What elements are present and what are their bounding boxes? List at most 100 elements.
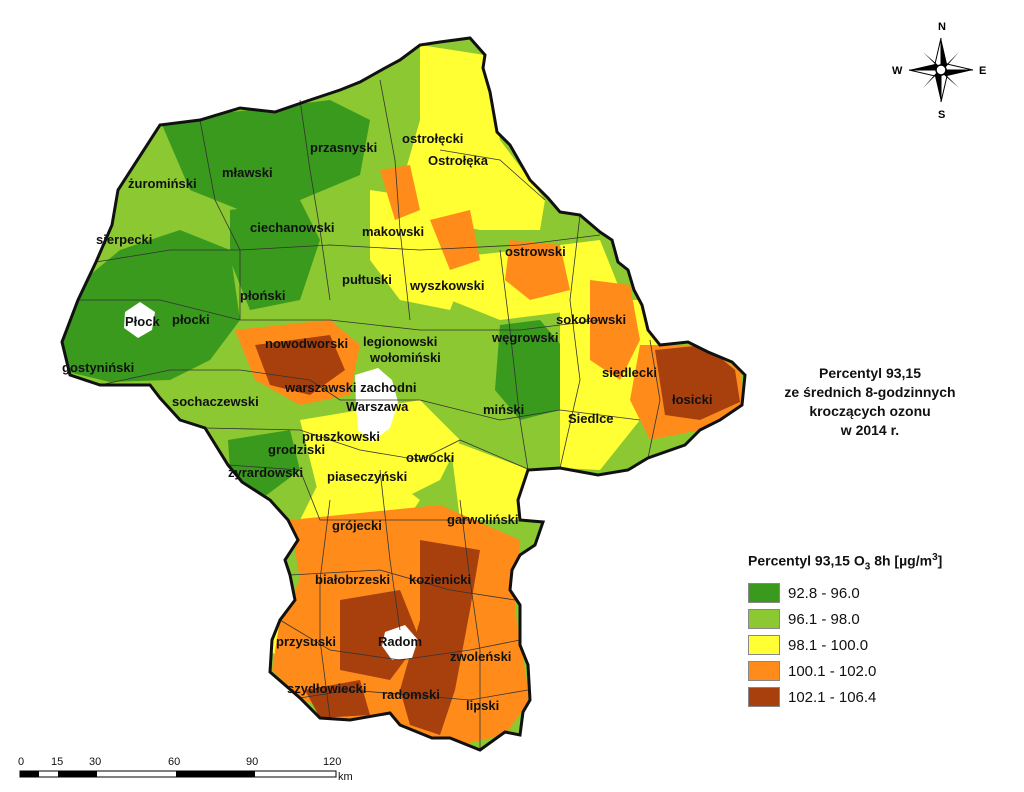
ozone-zone xyxy=(380,165,420,220)
legend-item: 100.1 - 102.0 xyxy=(748,658,1018,684)
legend-item: 102.1 - 106.4 xyxy=(748,684,1018,710)
district-label: sochaczewski xyxy=(172,394,259,409)
district-line xyxy=(95,234,601,263)
legend-title: Percentyl 93,15 O3 8h [µg/m3] xyxy=(748,552,943,573)
scale-tick-120: 120 xyxy=(323,756,341,768)
district-line xyxy=(439,149,546,201)
scale-unit: km xyxy=(338,771,353,783)
district-label: garwoliński xyxy=(447,512,519,527)
district-label: otwocki xyxy=(406,450,454,465)
district-label: gostyniński xyxy=(62,360,134,375)
district-label: białobrzeski xyxy=(315,572,390,587)
district-line xyxy=(499,249,529,471)
compass-rose-icon: N S E W xyxy=(892,21,986,121)
scale-tick-0: 0 xyxy=(18,756,24,768)
district-label: radomski xyxy=(382,687,440,702)
district-boundaries xyxy=(78,79,661,750)
district-line xyxy=(99,369,641,421)
legend-label: 98.1 - 100.0 xyxy=(788,636,869,654)
district-label: przasnyski xyxy=(310,140,377,155)
district-label: lipski xyxy=(466,698,499,713)
ozone-zone xyxy=(160,100,370,210)
legend-item: 98.1 - 100.0 xyxy=(748,632,1018,658)
title-line-3: kroczących ozonu xyxy=(809,403,931,419)
legend-swatch xyxy=(748,609,780,630)
district-label: Płock xyxy=(125,314,160,329)
district-label: Siedlce xyxy=(568,411,614,426)
legend-label: 100.1 - 102.0 xyxy=(788,662,877,680)
district-label: pruszkowski xyxy=(302,429,380,444)
district-label: nowodworski xyxy=(265,336,348,351)
district-label: miński xyxy=(483,402,524,417)
district-line xyxy=(289,569,516,601)
district-label: wołomiński xyxy=(369,350,441,365)
legend: Percentyl 93,15 O3 8h [µg/m3] 92.8 - 96.… xyxy=(748,552,1018,710)
district-label: Warszawa xyxy=(346,399,409,414)
district-label: makowski xyxy=(362,224,424,239)
district-labels: ostrołęcki Ostrołęka przasnyski mławski żuro… xyxy=(62,131,712,713)
legend-label: 92.8 - 96.0 xyxy=(788,584,860,602)
ozone-zone xyxy=(655,345,740,420)
city-area xyxy=(124,302,155,338)
ozone-zone xyxy=(228,430,300,500)
legend-swatch xyxy=(748,635,780,656)
ozone-zone xyxy=(430,210,480,270)
district-label: łosicki xyxy=(672,392,712,407)
district-label: piaseczyński xyxy=(327,469,407,484)
district-line xyxy=(379,469,401,631)
district-label: grodziski xyxy=(268,442,325,457)
ozone-zone xyxy=(62,230,240,382)
district-line xyxy=(299,689,529,701)
district-line xyxy=(319,499,331,719)
legend-label: 102.1 - 106.4 xyxy=(788,688,877,706)
voivodeship-boundary xyxy=(60,36,747,752)
ozone-zone xyxy=(400,45,545,230)
district-label: ciechanowski xyxy=(250,220,335,235)
scale-tick-90: 90 xyxy=(246,756,258,768)
district-label: Ostrołęka xyxy=(428,153,489,168)
district-line xyxy=(559,214,581,469)
district-label: ostrowski xyxy=(505,244,566,259)
compass-e: E xyxy=(979,65,986,77)
district-label: szydłowiecki xyxy=(287,681,366,696)
legend-swatch xyxy=(748,661,780,682)
district-label: sierpecki xyxy=(96,232,152,247)
district-label: sokołowski xyxy=(556,312,626,327)
district-line xyxy=(379,79,411,321)
ozone-zone xyxy=(505,240,570,300)
ozone-zone xyxy=(450,440,530,520)
district-label: wyszkowski xyxy=(409,278,484,293)
district-label: pułtuski xyxy=(342,272,392,287)
scale-bar: 0 15 30 60 90 120 km xyxy=(18,756,353,783)
legend-swatch xyxy=(748,687,780,708)
title-line-4: w 2014 r. xyxy=(840,422,900,438)
ozone-zone xyxy=(400,540,480,735)
district-line xyxy=(199,119,241,320)
district-label: żuromiński xyxy=(128,176,197,191)
district-line xyxy=(204,427,531,471)
legend-item: 92.8 - 96.0 xyxy=(748,580,1018,606)
district-label: kozienicki xyxy=(409,572,471,587)
compass-s: S xyxy=(938,109,945,121)
ozone-zone xyxy=(255,335,345,395)
city-area xyxy=(382,625,418,660)
city-holes xyxy=(124,302,418,660)
scale-tick-60: 60 xyxy=(168,756,180,768)
district-label: płoński xyxy=(240,288,286,303)
district-line xyxy=(647,339,661,459)
legend-item: 96.1 - 98.0 xyxy=(748,606,1018,632)
title-line-2: ze średnich 8-godzinnych xyxy=(784,384,956,400)
district-label: warszawski zachodni xyxy=(284,380,417,395)
district-label: Radom xyxy=(378,634,422,649)
title-line-1: Percentyl 93,15 xyxy=(819,365,921,381)
ozone-zone xyxy=(495,320,565,420)
district-label: przysuski xyxy=(276,634,336,649)
district-line xyxy=(227,464,470,521)
compass-w: W xyxy=(892,65,903,77)
district-label: zwoleński xyxy=(450,649,511,664)
district-line xyxy=(459,499,481,750)
legend-label: 96.1 - 98.0 xyxy=(788,610,860,628)
district-label: płocki xyxy=(172,312,210,327)
district-label: grójecki xyxy=(332,518,382,533)
